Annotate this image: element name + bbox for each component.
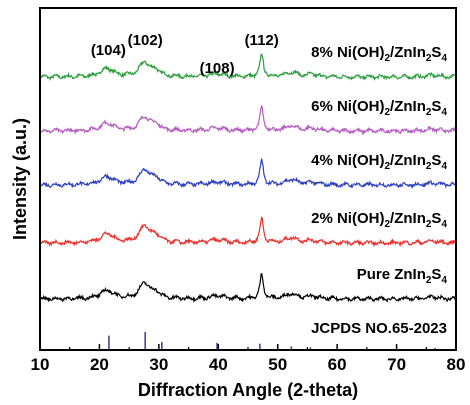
series-label-sub1: 2 xyxy=(384,53,390,64)
series-label-prefix: 2% Ni(OH) xyxy=(311,210,384,227)
x-tick-label-4: 40 xyxy=(209,355,228,374)
series-label-sub3: 4 xyxy=(441,53,447,64)
x-tick-label-8: 80 xyxy=(447,355,466,374)
peak-label-1: (104) xyxy=(91,42,126,59)
series-label-sub3: 4 xyxy=(441,219,447,230)
series-label-sub2: 2 xyxy=(426,107,432,118)
x-tick-label-5: 50 xyxy=(268,355,287,374)
series-label-sub2: 2 xyxy=(426,219,432,230)
series-label-mid: /ZnIn xyxy=(390,210,426,227)
x-tick-label-7: 70 xyxy=(387,355,406,374)
x-tick-label-3: 30 xyxy=(149,355,168,374)
series-label-prefix: Pure ZnIn xyxy=(357,266,426,283)
series-label-sub1: 2 xyxy=(384,219,390,230)
series-label-sub3: 4 xyxy=(441,161,447,172)
series-label-mid2: S xyxy=(431,210,441,227)
series-label-mid2: S xyxy=(431,152,441,169)
ticks-layer: 10 20 30 40 50 60 70 80 xyxy=(31,344,466,374)
reference-label: JCPDS NO.65-2023 xyxy=(311,320,447,337)
series-line-1 xyxy=(39,53,457,82)
series-line-4 xyxy=(39,216,457,248)
series-line-5 xyxy=(39,273,457,304)
series-label-2: 6% Ni(OH)2/ZnIn2S4 xyxy=(311,98,447,118)
series-label-sub1: 2 xyxy=(384,161,390,172)
y-axis-title: Intensity (a.u.) xyxy=(10,118,30,240)
series-label-mid: /ZnIn xyxy=(390,152,426,169)
series-label-sub1: 2 xyxy=(384,107,390,118)
series-label-1: 8% Ni(OH)2/ZnIn2S4 xyxy=(311,44,447,64)
series-layer xyxy=(39,53,457,304)
series-label-sub1: 2 xyxy=(426,275,432,286)
peak-label-4: (112) xyxy=(245,32,279,49)
series-label-mid2: S xyxy=(431,98,441,115)
x-axis-title: Diffraction Angle (2-theta) xyxy=(138,380,358,400)
series-label-sub2: 4 xyxy=(441,275,447,286)
series-label-sub2: 2 xyxy=(426,53,432,64)
x-tick-label-2: 20 xyxy=(90,355,109,374)
series-label-prefix: 6% Ni(OH) xyxy=(311,98,384,115)
series-label-sub3: 4 xyxy=(441,107,447,118)
series-line-3 xyxy=(39,158,457,190)
x-tick-label-1: 10 xyxy=(31,355,50,374)
series-label-sub2: 2 xyxy=(426,161,432,172)
series-line-2 xyxy=(39,104,457,136)
series-label-5: Pure ZnIn2S4 xyxy=(357,266,448,286)
series-label-mid: S xyxy=(431,266,441,283)
series-label-prefix: 8% Ni(OH) xyxy=(311,44,384,61)
series-label-3: 4% Ni(OH)2/ZnIn2S4 xyxy=(311,152,447,172)
series-label-4: 2% Ni(OH)2/ZnIn2S4 xyxy=(311,210,447,230)
series-label-mid: /ZnIn xyxy=(390,44,426,61)
series-label-mid2: S xyxy=(431,44,441,61)
x-tick-label-6: 60 xyxy=(328,355,347,374)
peak-label-3: (108) xyxy=(200,60,235,77)
peak-label-2: (102) xyxy=(128,32,163,49)
series-label-mid: /ZnIn xyxy=(390,98,426,115)
series-label-prefix: 4% Ni(OH) xyxy=(311,152,384,169)
